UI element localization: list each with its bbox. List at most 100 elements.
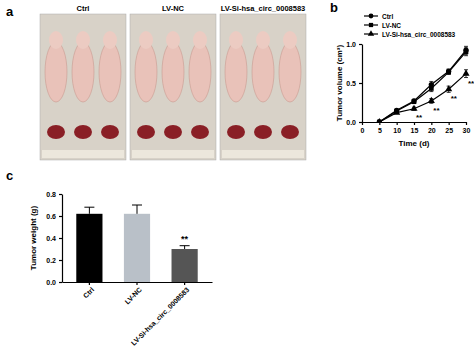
mouse-head xyxy=(76,31,90,49)
mouse xyxy=(225,42,247,102)
tick-mark xyxy=(466,122,467,125)
tick: 0 xyxy=(361,122,365,134)
tick-label: LV-NC xyxy=(124,286,143,305)
tick: 0.4 xyxy=(46,235,62,242)
tick-label: 15 xyxy=(411,127,419,134)
legend-label: Ctrl xyxy=(382,13,393,20)
annotation: ** xyxy=(433,106,440,115)
figure: aCtrlLV-NCLV-Si-hsa_circ_0008583 b 0 5 10 15 2… xyxy=(0,0,474,356)
bar xyxy=(76,214,102,282)
tick: 20 xyxy=(428,122,436,134)
tick: 10 xyxy=(393,122,401,134)
panel-label: b xyxy=(330,0,338,15)
error-bar xyxy=(464,48,468,56)
photo xyxy=(40,14,126,160)
error-bar xyxy=(84,207,94,214)
tumor xyxy=(227,125,245,139)
error-bar xyxy=(412,100,416,103)
tumor xyxy=(164,125,182,139)
tumor xyxy=(191,125,209,139)
tick-mark xyxy=(59,194,62,195)
annotation: ** xyxy=(416,113,423,122)
tick: 0.5 xyxy=(346,80,362,87)
tumor xyxy=(281,125,299,139)
x-axis: 051015202530 xyxy=(361,122,471,134)
x-axis-title: Time (d) xyxy=(399,139,430,148)
series-line xyxy=(379,52,466,122)
tick-mark xyxy=(449,122,450,125)
tick-label: 20 xyxy=(428,127,436,134)
marker xyxy=(393,109,400,115)
tick-mark xyxy=(359,44,362,45)
bar xyxy=(172,249,198,282)
tick: LV-NC xyxy=(124,282,143,305)
tick-label: Ctrl xyxy=(82,286,96,300)
marker xyxy=(428,97,435,103)
tick-mark xyxy=(136,282,137,285)
marker xyxy=(462,70,469,76)
tick: 0.2 xyxy=(46,257,62,264)
mouse-head xyxy=(283,31,297,49)
marker xyxy=(429,86,434,91)
tick-mark xyxy=(59,238,62,239)
tick-label: 0.8 xyxy=(46,191,56,198)
mouse xyxy=(162,42,184,102)
tick-mark xyxy=(414,122,415,125)
mouse-head xyxy=(229,31,243,49)
axis-line xyxy=(62,195,63,283)
mouse-head xyxy=(103,31,117,49)
tick-mark xyxy=(59,260,62,261)
ruler xyxy=(132,150,214,158)
mouse-head xyxy=(256,31,270,49)
mouse xyxy=(135,42,157,102)
plot-area xyxy=(376,46,470,122)
tick: 0.0 xyxy=(46,279,62,286)
legend-label: LV-Si-hsa_circ_0008583 xyxy=(382,31,456,38)
marker xyxy=(412,99,417,104)
mouse-head xyxy=(193,31,207,49)
photo xyxy=(220,14,306,160)
mouse xyxy=(45,42,67,102)
ruler xyxy=(222,150,304,158)
marker xyxy=(446,70,451,75)
error-bar xyxy=(132,205,142,214)
y-axis-title: Tumor volume (cm³) xyxy=(335,45,344,122)
tick-mark xyxy=(359,122,362,123)
error-bar xyxy=(429,85,433,91)
tick-mark xyxy=(397,122,398,125)
mouse xyxy=(279,42,301,102)
error-bar xyxy=(447,70,451,75)
tick-mark xyxy=(59,216,62,217)
tick: Ctrl xyxy=(82,282,96,299)
tick-label: 5 xyxy=(378,127,382,134)
legend: CtrlLV-NCLV-Si-hsa_circ_0008583 xyxy=(364,13,456,38)
marker xyxy=(376,118,383,122)
series-line xyxy=(379,74,466,122)
group-label: LV-Si-hsa_circ_0008583 xyxy=(221,4,306,13)
photo xyxy=(130,14,216,160)
tick-mark xyxy=(59,282,62,283)
axis-line xyxy=(362,45,363,123)
tick: 1.0 xyxy=(346,41,362,48)
plot-area xyxy=(76,205,197,282)
mouse xyxy=(72,42,94,102)
photo-panel: aCtrlLV-NCLV-Si-hsa_circ_0008583 xyxy=(6,4,306,160)
ruler xyxy=(42,150,124,158)
tick-label: 25 xyxy=(445,127,453,134)
y-axis: 0.00.51.0 xyxy=(346,41,362,126)
tumor xyxy=(101,125,119,139)
tumor xyxy=(254,125,272,139)
tick-label: 0.0 xyxy=(46,279,56,286)
annotation: ** xyxy=(468,79,474,88)
line-chart: b0510152025300.00.51.0Time (d)Tumor volu… xyxy=(330,0,474,148)
panel-label: c xyxy=(6,168,13,183)
tick-label: 10 xyxy=(393,127,401,134)
tumor xyxy=(74,125,92,139)
tick: 15 xyxy=(411,122,419,134)
y-axis-title: Tumor weight (g) xyxy=(29,206,38,271)
tick-label: 0.2 xyxy=(46,257,56,264)
legend-marker xyxy=(368,30,374,36)
series-line xyxy=(379,50,466,122)
tick-label: 1.0 xyxy=(346,41,356,48)
mouse xyxy=(189,42,211,102)
